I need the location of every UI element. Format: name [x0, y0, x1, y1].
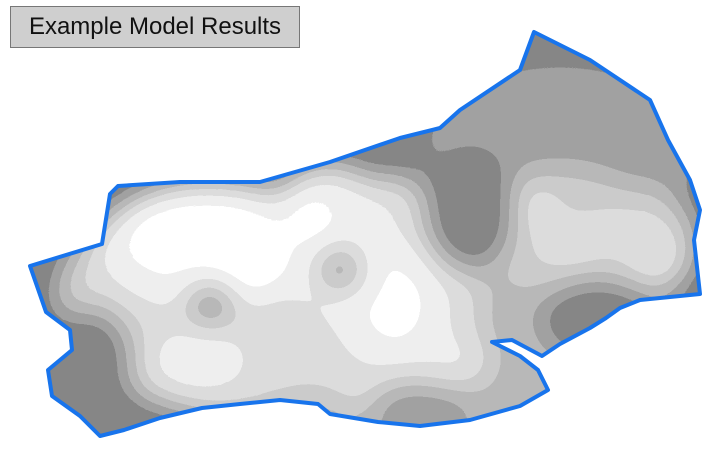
map-title: Example Model Results: [10, 6, 300, 48]
study-area-boundary: [28, 30, 702, 438]
